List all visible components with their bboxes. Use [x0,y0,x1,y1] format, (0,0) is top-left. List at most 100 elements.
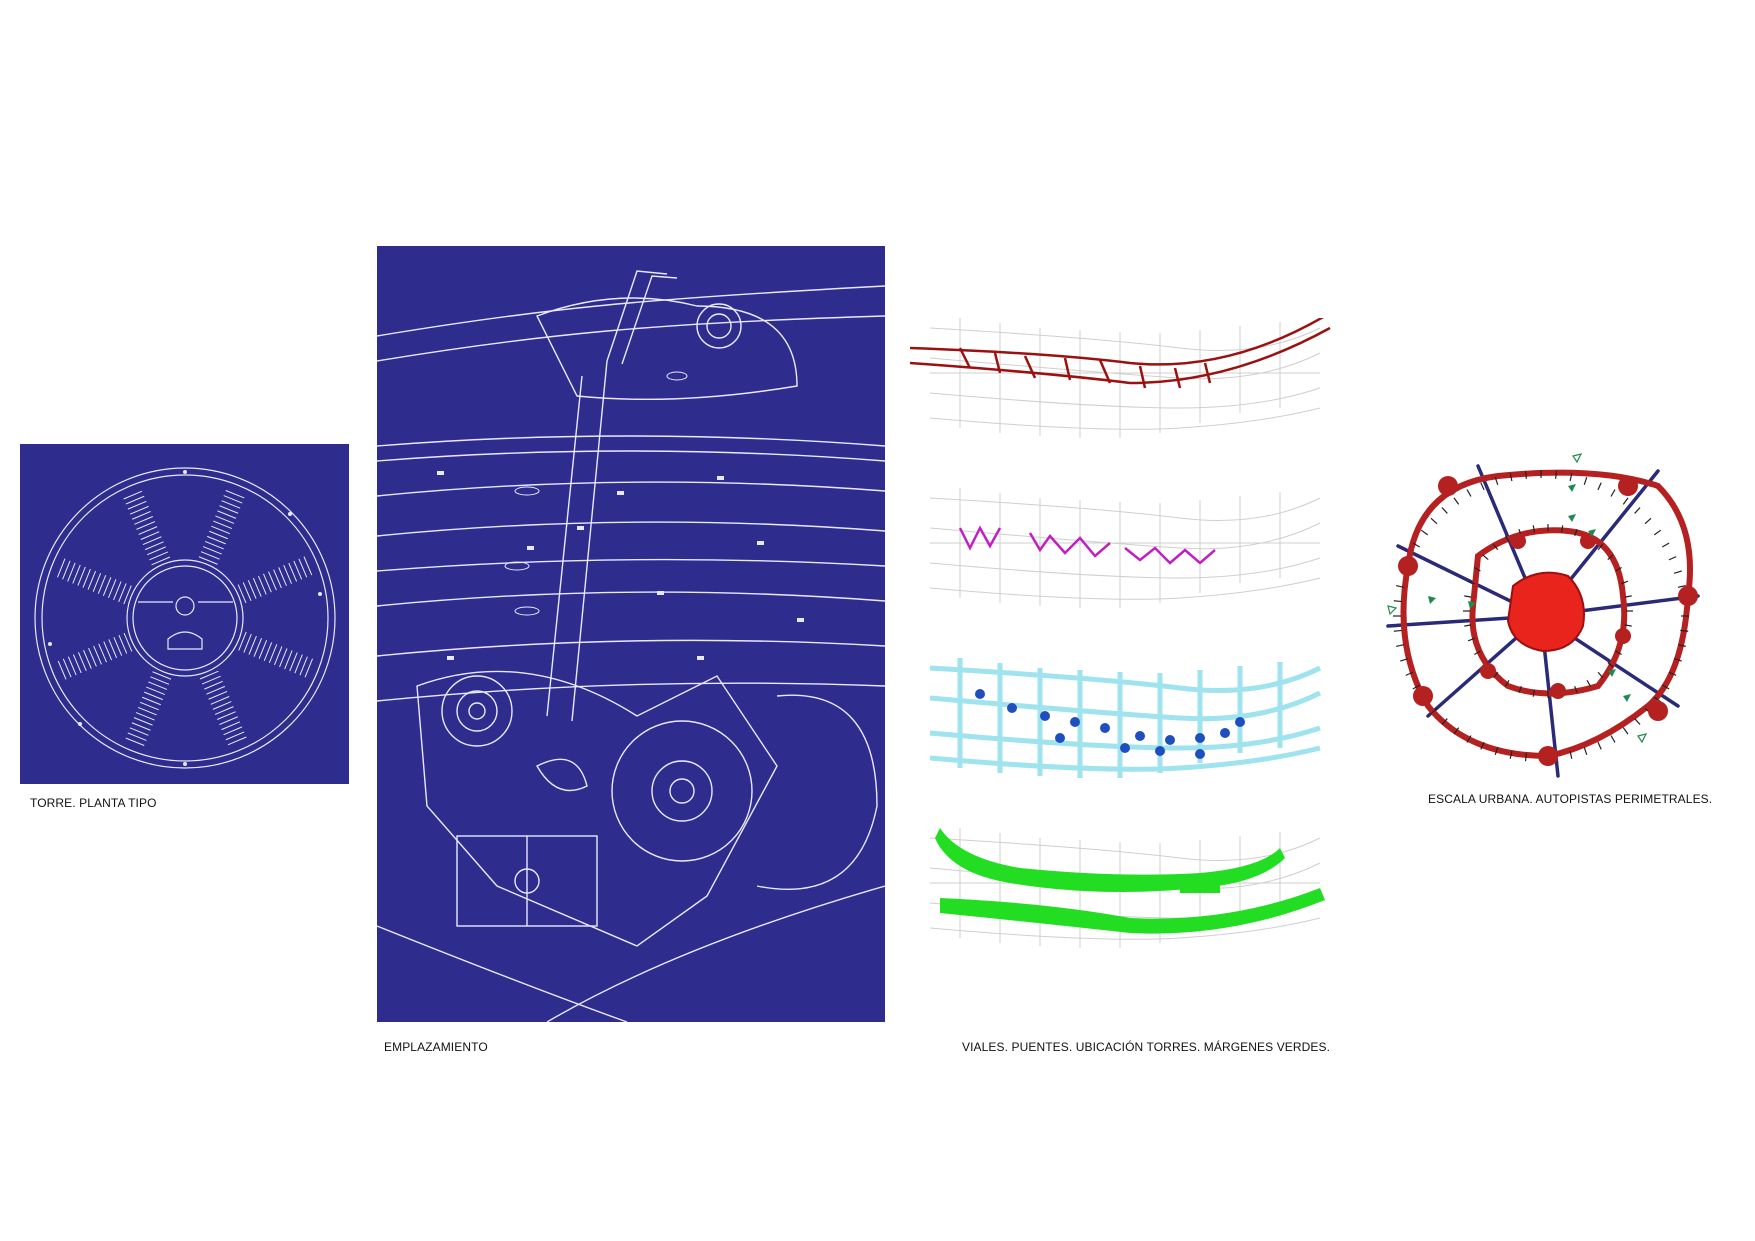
stair-tread [219,716,238,726]
ring-tick [1464,624,1472,627]
stair-tread [217,711,236,720]
ring-tick [1412,684,1421,690]
stair-tread [123,490,143,500]
ring-tick [1532,689,1536,697]
stair-tread [139,701,159,711]
stair-tread [150,676,170,685]
towers-strip [929,658,1322,778]
stair-tread [118,634,128,654]
stair-tread [144,541,164,551]
stair-tread [129,505,149,515]
ring-tick [1467,637,1475,642]
stair-tread [151,556,171,566]
ring-caption: ESCALA URBANA. AUTOPISTAS PERIMETRALES. [1428,792,1713,806]
stair-tread [200,551,220,560]
ring-tick [1586,679,1592,687]
stair-tread [208,690,228,700]
ring-tick [1555,470,1558,479]
ring-tick [1532,525,1536,533]
stair-tread [284,650,293,670]
ring-tick [1583,747,1588,756]
stair-tread [103,641,113,661]
stair-tread [132,510,151,520]
ring-tick [1494,747,1499,756]
stair-tread [211,525,231,535]
stair-tread [206,685,226,695]
stair-tread [273,569,282,589]
ring-tick [1607,554,1614,561]
ring-tick [1509,473,1513,482]
ring-tick [1524,753,1527,762]
ring-tick [1400,658,1409,662]
ring-tick [1524,470,1527,479]
stair-tread [133,717,153,726]
stair-tread [209,530,228,540]
ring-tick [1653,696,1662,703]
ring-tick [1466,489,1472,497]
ring-tick [1668,671,1677,676]
ring-tick [1615,566,1622,572]
stair-tread [207,535,226,545]
stair-tread [113,581,122,601]
tower-floor-plan [20,444,349,784]
stair-tread [199,670,219,680]
stair-tread [288,562,298,582]
stair-tread [248,635,257,655]
site-plan [377,246,885,1022]
stair-tread [127,732,147,741]
stair-tread [82,568,91,588]
stair-tread [221,500,241,509]
ring-tick [1441,507,1448,514]
site-caption: EMPLAZAMIENTO [384,1040,488,1054]
stair-tread [268,644,278,664]
ring-tick [1396,585,1405,588]
strips-diagrams [900,318,1342,978]
stair-tread [252,577,262,597]
stair-tread [77,652,87,671]
ring-tick [1677,585,1686,588]
ring-tick [1405,671,1414,676]
stair-tread [299,656,308,676]
stair-tread [67,562,76,582]
ring-tick [1393,600,1402,603]
stair-tread [198,556,218,565]
stair-tread [221,721,241,731]
ring-tick [1482,554,1489,561]
ring-tick [1453,727,1460,735]
ring-tick [1624,624,1632,627]
ring-tick [1677,644,1686,647]
site-plan-drawing [377,246,885,1022]
ring-tick [1474,566,1481,572]
stair-tread [97,575,107,594]
stair-tread [62,560,71,580]
stair-tread [204,680,223,690]
stair-tread [225,490,245,499]
stair-tread [108,579,117,599]
ring-tick [1504,679,1510,687]
roads-strip [909,318,1331,439]
stair-tread [283,565,293,584]
stair-tread [213,520,233,530]
stair-tread [93,645,102,665]
stair-tread [98,643,107,663]
stair-tread [223,726,243,736]
ring-tick [1607,661,1614,668]
stair-tread [138,526,158,535]
ring-tick [1569,473,1573,482]
stair-tread [273,646,283,666]
ring-tick [1597,543,1604,551]
tower-plan-drawing [20,444,349,784]
ring-tick [1494,476,1499,485]
ring-tick [1583,476,1588,485]
ring-tick [1661,684,1670,690]
ring-tick [1680,629,1689,632]
tower-caption: TORRE. PLANTA TIPO [30,796,157,810]
stair-tread [135,712,155,721]
stair-tread [227,736,247,746]
ring-tick [1480,482,1485,491]
stair-tread [303,556,313,576]
stair-tread [142,536,162,546]
stair-tread [149,551,169,561]
stair-tread [148,681,168,690]
ring-tick [1509,750,1513,759]
